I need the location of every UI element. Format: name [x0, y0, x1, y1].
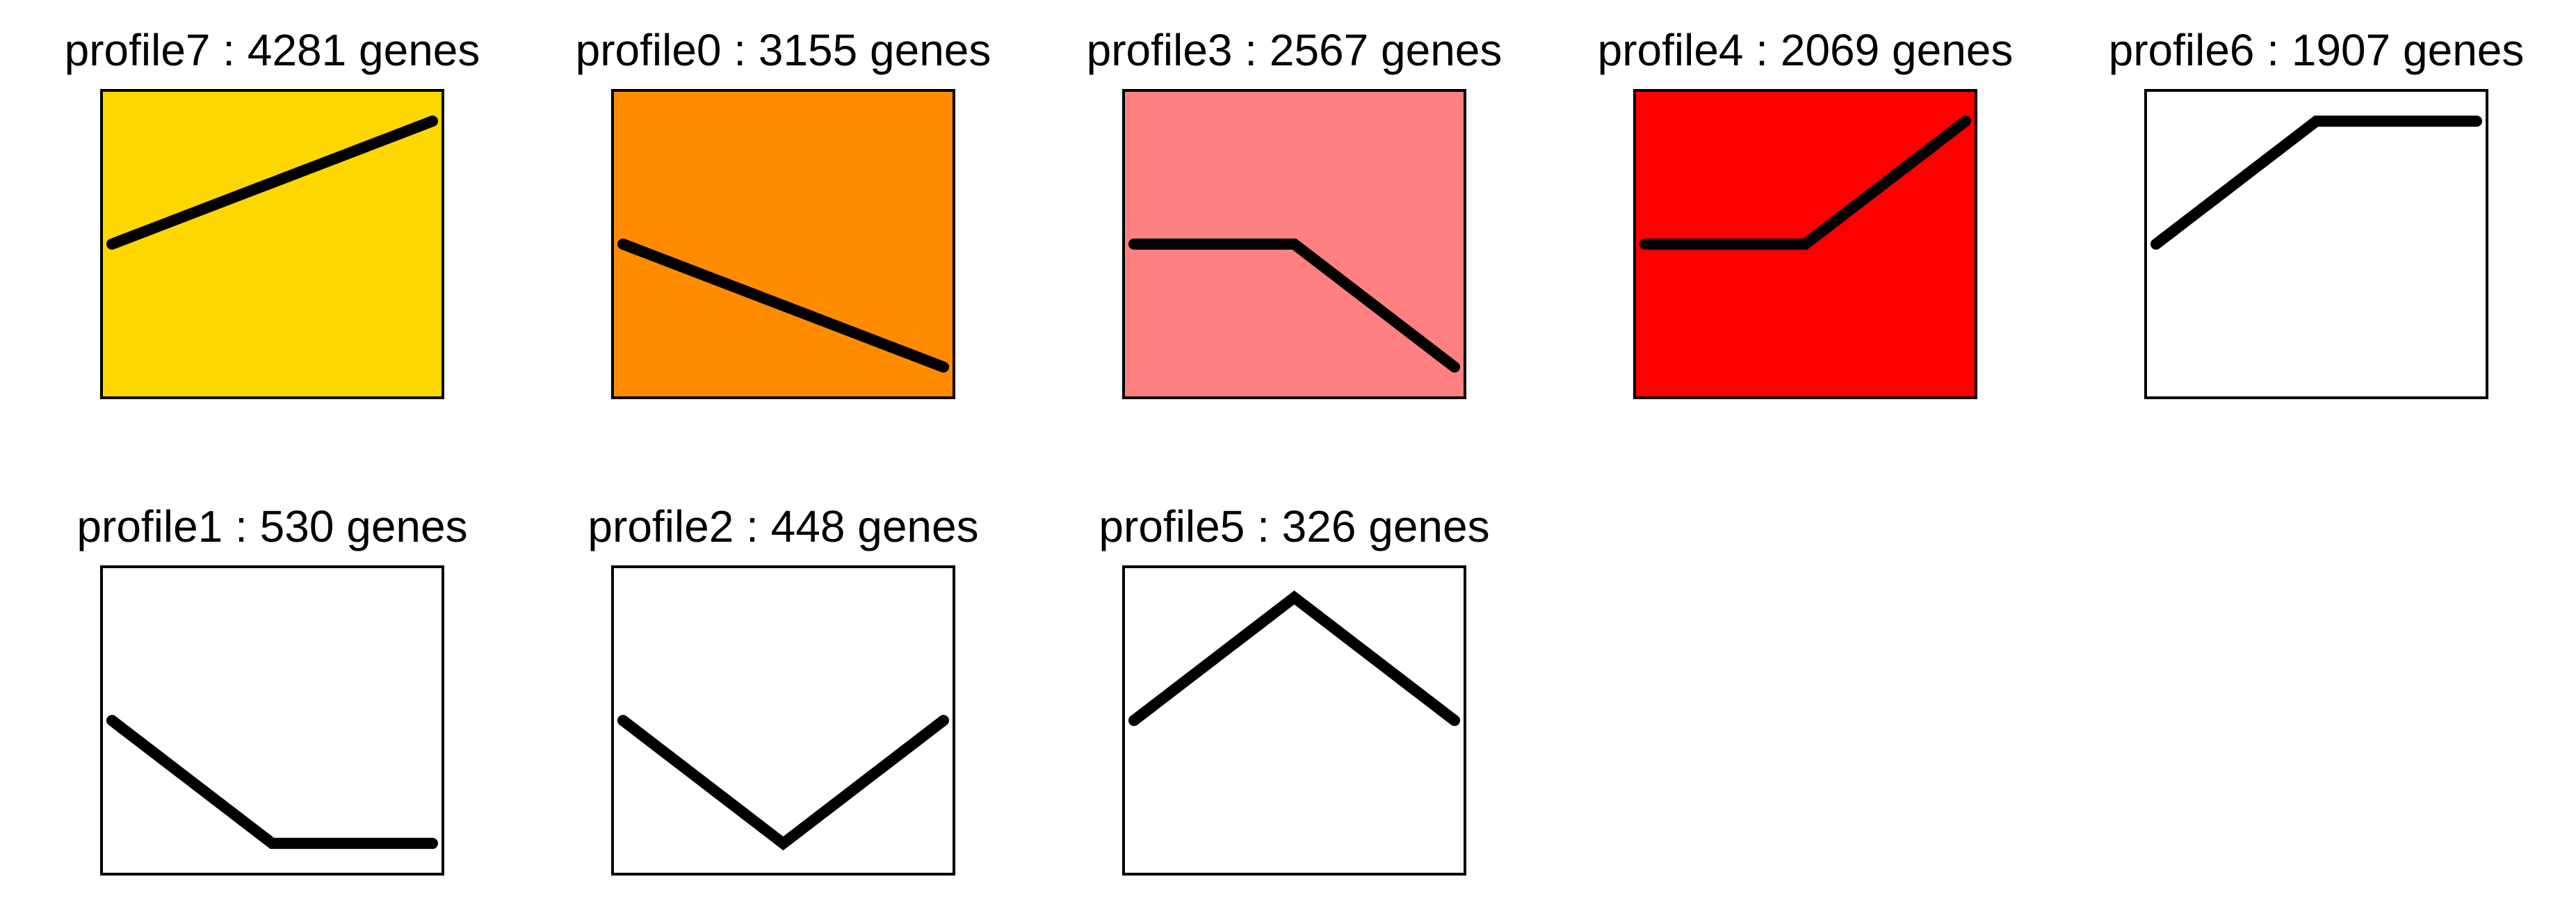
profile-line: [2150, 115, 2483, 250]
profile-line: [106, 115, 439, 250]
panel-title: profile0 : 3155 genes: [576, 25, 991, 75]
panel-box: [611, 565, 955, 876]
panel-title: profile6 : 1907 genes: [2109, 25, 2525, 75]
panel-title: profile4 : 2069 genes: [1598, 25, 2014, 75]
profile-line: [1639, 115, 1972, 250]
panel-title: profile2 : 448 genes: [588, 501, 978, 551]
panel-box: [1122, 565, 1466, 876]
profile-line: [617, 239, 950, 373]
panel-box: [2144, 89, 2488, 399]
profile-line: [617, 715, 950, 850]
panel-title: profile5 : 326 genes: [1099, 501, 1489, 551]
panel-title: profile3 : 2567 genes: [1087, 25, 1502, 75]
panel-title: profile1 : 530 genes: [76, 501, 467, 551]
profile-line: [106, 715, 439, 849]
panel-box: [100, 565, 444, 876]
panel-title: profile7 : 4281 genes: [65, 25, 480, 75]
profile-line: [1128, 239, 1461, 373]
profile-line: [1128, 590, 1461, 726]
